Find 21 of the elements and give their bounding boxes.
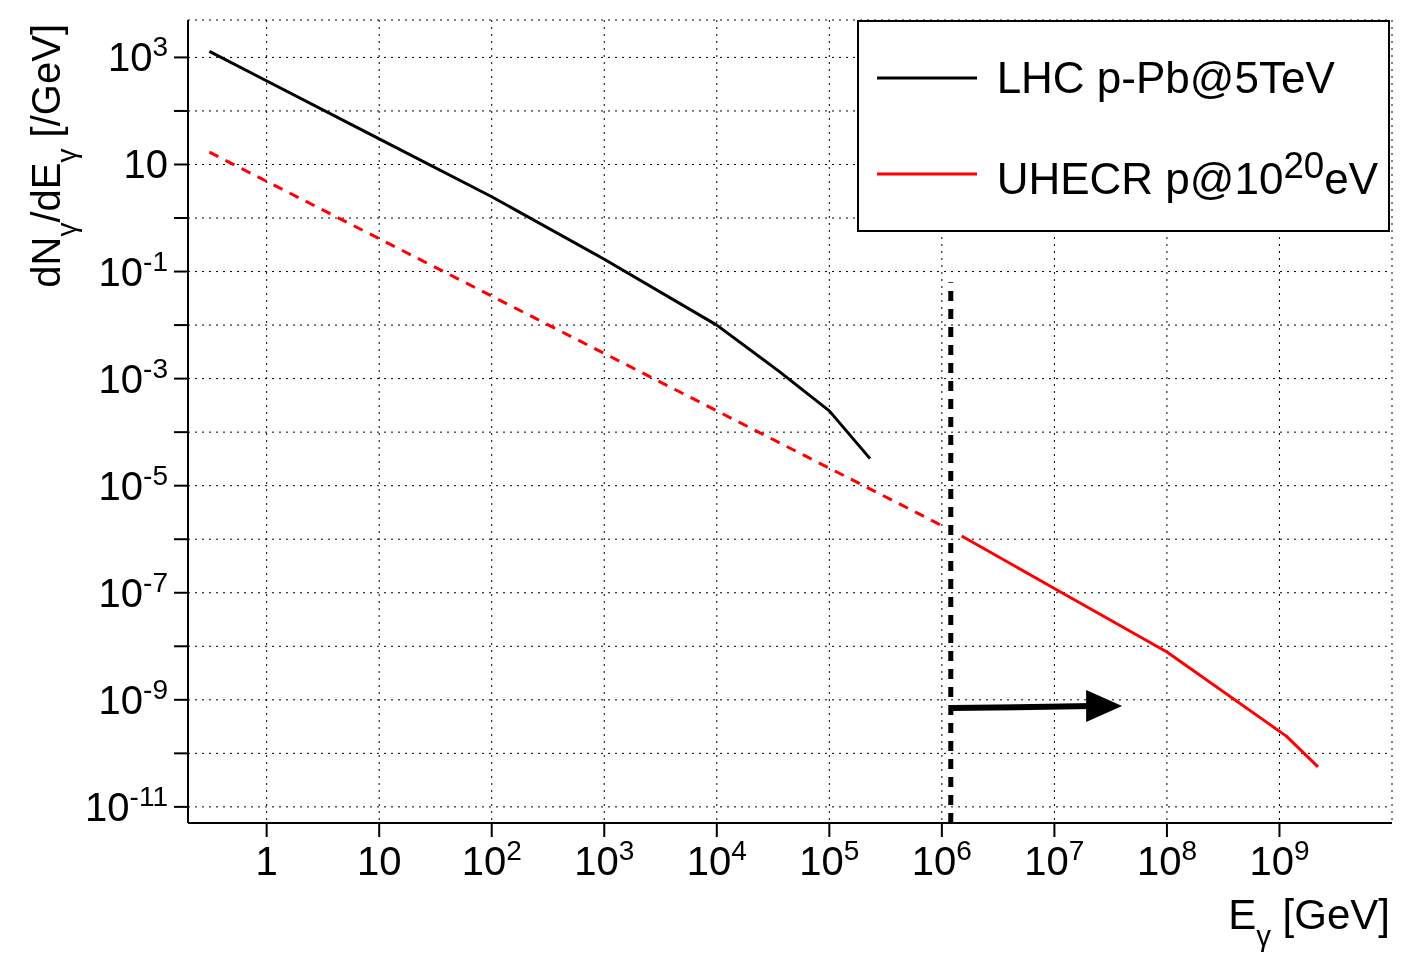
legend-label: UHECR p@10$^{20}$eV <box>996 144 1378 204</box>
x-tick-label: 10 <box>356 839 402 883</box>
y-tick-label: 10 <box>123 142 168 187</box>
x-tick-label: 10$^{8}$ <box>1136 834 1197 883</box>
x-tick-label: 10$^{5}$ <box>799 834 860 883</box>
x-tick-label: 10$^{3}$ <box>574 834 635 883</box>
x-tick-label: 10$^{9}$ <box>1249 834 1310 883</box>
y-tick-label: 10$^{3}$ <box>107 30 168 80</box>
x-axis-title: E$_{γ}$ [GeV] <box>1228 891 1390 952</box>
y-tick-label: 10$^{-1}$ <box>98 245 168 294</box>
y-tick-label: 10$^{-9}$ <box>98 673 168 722</box>
legend-label: LHC p-Pb@5TeV <box>996 53 1335 103</box>
x-tick-label: 10$^{4}$ <box>686 834 747 883</box>
x-tick-label: 10$^{7}$ <box>1024 834 1085 883</box>
y-tick-label: 10$^{-5}$ <box>98 459 168 508</box>
y-tick-label: 10$^{-11}$ <box>85 780 168 829</box>
y-tick-label: 10$^{-7}$ <box>98 566 168 615</box>
x-tick-label: 10$^{6}$ <box>911 834 972 883</box>
y-tick-label: 10$^{-3}$ <box>98 352 168 401</box>
x-tick-label: 10$^{2}$ <box>461 834 522 883</box>
x-tick-label: 1 <box>255 839 278 883</box>
